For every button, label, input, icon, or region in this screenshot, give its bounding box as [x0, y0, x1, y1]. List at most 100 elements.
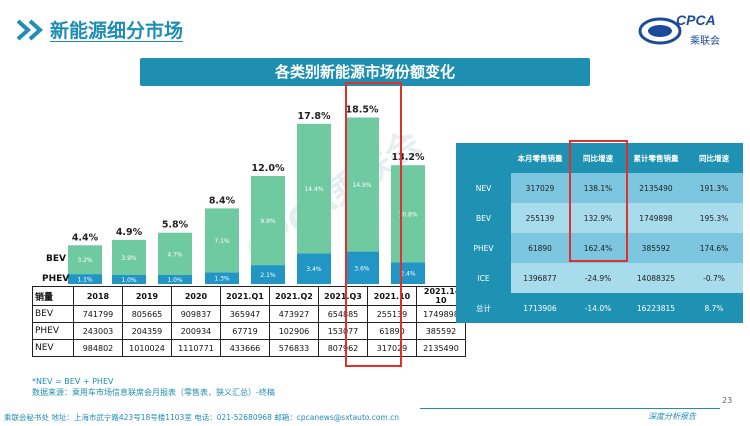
bev-bar: [112, 239, 146, 275]
page-title: 新能源细分市场: [50, 20, 184, 42]
table-cell: BEV: [456, 203, 511, 233]
table-cell: 984802: [73, 339, 123, 357]
table-cell: 255139: [511, 203, 569, 233]
logo-subtitle: 乘联会: [690, 36, 720, 47]
table-cell: BEV: [32, 305, 74, 323]
table-cell: 1749898: [627, 203, 685, 233]
bev-data-label: 14.9%: [352, 182, 371, 189]
phev-bar: [112, 275, 146, 284]
table-cell: -24.9%: [569, 263, 627, 293]
table-row: BEV 255139 132.9% 1749898 195.3%: [456, 203, 743, 233]
table-cell: 365947: [220, 305, 270, 323]
summary-table: 本月零售销量 同比增速 累计零售销量 同比增速 NEV 317029 138.1…: [456, 143, 743, 323]
table-cell: 317029: [511, 173, 569, 203]
table-cell: 67719: [220, 322, 270, 340]
chart-banner-title: 各类别新能源市场份额变化: [140, 58, 590, 86]
total-data-label: 8.4%: [209, 195, 236, 206]
table-cell: 473927: [269, 305, 319, 323]
bev-bar: [68, 245, 102, 275]
table-cell: 204359: [122, 322, 172, 340]
phev-data-label: 3.6%: [354, 265, 370, 272]
table-cell: 1396877: [511, 263, 569, 293]
table-cell: 576833: [269, 339, 319, 357]
table-cell: 8.7%: [685, 293, 743, 323]
table-cell: NEV: [32, 339, 74, 357]
footer-tagline: 深度分析报告: [648, 412, 696, 421]
table-cell: 1713906: [511, 293, 569, 323]
bev-bar: [345, 117, 379, 252]
cpca-logo-icon: [638, 17, 682, 45]
table-row: BEV 741799 805665 909837 365947 473927 6…: [32, 305, 466, 323]
bev-data-label: 3.2%: [77, 257, 93, 264]
phev-bar: [158, 275, 192, 284]
table-cell: 138.1%: [569, 173, 627, 203]
table-cell: 741799: [73, 305, 123, 323]
phev-data-label: 1.0%: [167, 277, 183, 284]
table-cell: ICE: [456, 263, 511, 293]
table-header-cell: 2018: [73, 286, 123, 306]
table-cell: 433666: [220, 339, 270, 357]
table-cell: 805665: [122, 305, 172, 323]
logo-text: CPCA: [676, 12, 716, 28]
table-cell: 1110771: [171, 339, 221, 357]
highlight-box: [345, 82, 402, 367]
table-cell: 243003: [73, 322, 123, 340]
double-chevron-icon: [16, 19, 43, 41]
total-data-label: 5.8%: [162, 220, 189, 231]
table-header-cell: 2021.Q2: [269, 286, 319, 306]
bev-data-label: 14.4%: [304, 186, 323, 193]
table-header-cell: 2020: [171, 286, 221, 306]
table-cell: 总计: [456, 293, 511, 323]
bev-bar: [205, 208, 239, 273]
total-data-label: 17.8%: [298, 111, 331, 122]
phev-bar: [297, 253, 331, 284]
table-header-cell: 同比增速: [569, 143, 627, 173]
table-row: NEV 984802 1010024 1110771 433666 576833…: [32, 339, 466, 357]
table-cell: 191.3%: [685, 173, 743, 203]
phev-bar: [391, 262, 425, 284]
table-cell: 162.4%: [569, 233, 627, 263]
phev-data-label: 3.4%: [306, 266, 322, 273]
table-row: 总计 1713906 -14.0% 16223815 8.7%: [456, 293, 743, 323]
highlight-box: [569, 140, 628, 262]
table-cell: 385592: [416, 322, 466, 340]
table-cell: NEV: [456, 173, 511, 203]
total-data-label: 4.9%: [116, 227, 143, 238]
table-cell: 102906: [269, 322, 319, 340]
bev-data-label: 7.1%: [214, 238, 230, 245]
table-row: PHEV 61890 162.4% 385592 174.6%: [456, 233, 743, 263]
legend-label-phev: PHEV: [42, 274, 69, 284]
table-cell: 200934: [171, 322, 221, 340]
table-row: NEV 317029 138.1% 2135490 191.3%: [456, 173, 743, 203]
total-data-label: 13.2%: [392, 152, 425, 163]
phev-data-label: 1.3%: [214, 276, 230, 283]
table-header-cell: 累计零售销量: [627, 143, 685, 173]
table-row: ICE 1396877 -24.9% 14088325 -0.7%: [456, 263, 743, 293]
table-cell: 174.6%: [685, 233, 743, 263]
table-cell: 807962: [318, 339, 368, 357]
table-cell: PHEV: [456, 233, 511, 263]
table-header-cell: 同比增速: [685, 143, 743, 173]
table-cell: 61890: [511, 233, 569, 263]
phev-bar: [345, 251, 379, 284]
legend-label-bev: BEV: [46, 254, 66, 264]
table-cell: 2135490: [416, 339, 466, 357]
table-header-row: 本月零售销量 同比增速 累计零售销量 同比增速: [456, 143, 743, 173]
table-cell: -14.0%: [569, 293, 627, 323]
table-header-cell: 本月零售销量: [511, 143, 569, 173]
table-cell: 2135490: [627, 173, 685, 203]
bev-bar: [158, 232, 192, 275]
table-cell: PHEV: [32, 322, 74, 340]
total-data-label: 18.5%: [346, 105, 379, 116]
source-note: 数据来源：乘用车市场信息联席会月报表（零售表，狭义汇总）-终稿: [32, 388, 275, 397]
table-header-row: 销量 2018 2019 2020 2021.Q1 2021.Q2 2021.Q…: [32, 286, 466, 306]
phev-data-label: 1.1%: [77, 277, 93, 284]
bev-bar: [251, 176, 285, 266]
phev-data-label: 2.1%: [260, 272, 276, 279]
table-header-cell: 2019: [122, 286, 172, 306]
phev-data-label: 1.0%: [121, 277, 137, 284]
bev-data-label: 9.9%: [260, 218, 276, 225]
table-cell: -0.7%: [685, 263, 743, 293]
total-data-label: 4.4%: [72, 232, 99, 243]
table-cell: 1010024: [122, 339, 172, 357]
